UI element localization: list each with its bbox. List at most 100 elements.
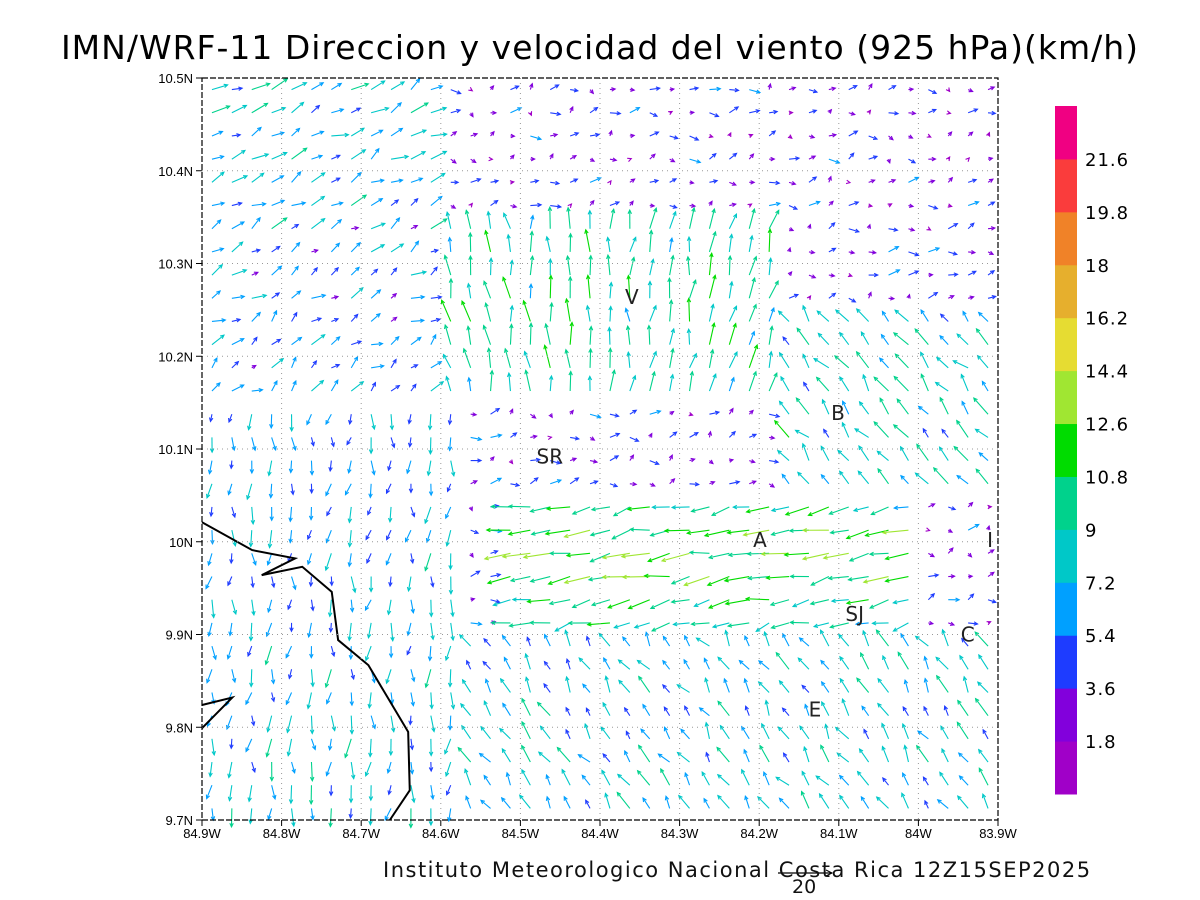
wind-arrow: [649, 179, 660, 184]
wind-arrowhead: [747, 203, 753, 208]
wind-arrow-shaft: [669, 211, 677, 229]
wind-arrowhead: [232, 541, 237, 548]
wind-arrow-shaft: [271, 107, 286, 114]
wind-arrow-shaft: [839, 795, 850, 809]
wind-arrowhead: [973, 108, 979, 113]
wind-arrow-shaft: [390, 127, 403, 137]
wind-arrowhead: [958, 775, 964, 780]
wind-arrowhead: [601, 554, 607, 560]
x-tick-label: 84.5W: [502, 826, 540, 841]
wind-arrow: [589, 529, 611, 537]
wind-arrowhead: [972, 178, 978, 183]
wind-arrow-shaft: [871, 506, 889, 515]
wind-arrowhead: [653, 207, 658, 213]
wind-arrowhead: [669, 410, 675, 416]
wind-arrowhead: [837, 449, 843, 455]
wind-arrow: [987, 156, 994, 162]
wind-arrow: [685, 529, 710, 535]
wind-arrow-shaft: [828, 222, 836, 230]
wind-arrowhead: [288, 538, 293, 544]
wind-arrowhead: [773, 419, 779, 425]
wind-arrow: [858, 444, 870, 461]
wind-arrow: [468, 86, 474, 92]
wind-arrow: [406, 576, 412, 593]
wind-arrow: [769, 599, 790, 607]
wind-arrow: [727, 552, 750, 558]
wind-arrow: [923, 655, 929, 670]
wind-arrow: [370, 129, 384, 137]
wind-arrow: [686, 297, 692, 322]
wind-arrow-shaft: [768, 307, 775, 322]
wind-arrow: [960, 373, 969, 392]
wind-arrowhead: [450, 636, 455, 642]
wind-arrow-shaft: [490, 434, 502, 438]
wind-arrowhead: [569, 105, 574, 112]
wind-arrow: [351, 225, 360, 231]
wind-arrowhead: [287, 604, 292, 611]
wind-arrowhead: [256, 311, 262, 317]
wind-arrow: [427, 414, 433, 431]
wind-arrow: [838, 633, 850, 647]
wind-arrowhead: [535, 457, 542, 463]
wind-arrow: [829, 529, 849, 535]
wind-arrow: [870, 506, 889, 516]
wind-arrowhead: [891, 178, 897, 184]
wind-arrowhead: [362, 194, 368, 199]
wind-arrowhead: [948, 547, 954, 553]
wind-arrow: [768, 483, 776, 488]
wind-arrow: [484, 301, 492, 322]
wind-arrowhead: [625, 324, 631, 331]
wind-arrow-shaft: [228, 761, 233, 778]
wind-arrow: [956, 721, 969, 740]
wind-arrow: [211, 219, 222, 230]
wind-arrowhead: [565, 254, 571, 261]
wind-arrow: [565, 675, 571, 693]
wind-arrow: [508, 622, 531, 628]
wind-arrow-shaft: [708, 599, 730, 609]
wind-arrow-shaft: [390, 385, 400, 392]
wind-arrowhead: [346, 440, 351, 446]
wind-arrow-shaft: [502, 277, 511, 299]
wind-arrow-shaft: [585, 229, 591, 253]
wind-arrow: [820, 659, 830, 670]
wind-arrowhead: [354, 225, 360, 231]
wind-arrow-shaft: [426, 529, 432, 543]
wind-arrowhead: [399, 243, 405, 248]
wind-arrowhead: [294, 265, 299, 271]
wind-arrow-shaft: [703, 658, 710, 670]
wind-arrowhead: [483, 280, 488, 286]
wind-arrow-shaft: [837, 450, 850, 461]
wind-arrowhead: [447, 236, 453, 242]
wind-arrow-shaft: [820, 474, 830, 485]
wind-arrowhead: [319, 379, 325, 385]
wind-arrowhead: [923, 677, 929, 683]
wind-arrow: [948, 574, 956, 579]
wind-arrowhead: [729, 280, 734, 286]
wind-arrow-shaft: [530, 575, 551, 583]
wind-arrow: [309, 483, 314, 495]
wind-arrow: [602, 753, 611, 763]
wind-arrow: [544, 529, 571, 536]
wind-arrow-shaft: [761, 723, 770, 740]
wind-arrow-shaft: [792, 599, 810, 608]
wind-arrowhead: [261, 202, 267, 207]
wind-arrow: [249, 460, 255, 475]
wind-arrow: [683, 658, 691, 670]
wind-arrow-shaft: [960, 374, 969, 392]
wind-arrowhead: [663, 528, 669, 533]
wind-arrow: [956, 333, 969, 346]
wind-arrow-shaft: [406, 460, 412, 474]
wind-arrowhead: [352, 588, 357, 594]
wind-arrow: [329, 576, 334, 587]
wind-arrow-shaft: [902, 772, 909, 786]
wind-arrow-shaft: [869, 599, 889, 609]
wind-arrowhead: [839, 331, 844, 337]
wind-arrow: [211, 105, 231, 114]
wind-arrowhead: [530, 531, 536, 536]
wind-arrow-shaft: [825, 724, 830, 739]
wind-arrow: [470, 458, 483, 463]
wind-arrow: [695, 637, 710, 647]
wind-arrowhead: [471, 158, 477, 164]
wind-arrow: [763, 771, 770, 786]
wind-arrow: [231, 506, 237, 519]
